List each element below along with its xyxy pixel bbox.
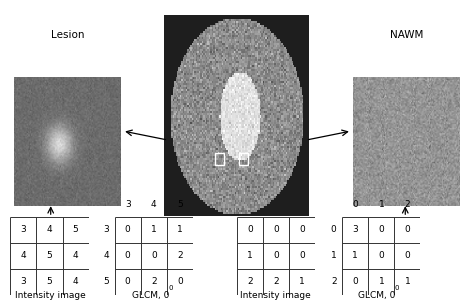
Text: 4: 4	[73, 251, 78, 260]
Text: 0: 0	[331, 225, 337, 234]
Text: 0: 0	[151, 251, 157, 260]
Text: 1: 1	[404, 277, 410, 286]
Text: 0: 0	[404, 225, 410, 234]
Text: 5: 5	[46, 251, 53, 260]
Text: 1: 1	[299, 277, 305, 286]
Text: 5: 5	[73, 225, 79, 234]
Text: 5: 5	[46, 277, 53, 286]
Bar	[239, 152, 248, 164]
Text: 0: 0	[125, 277, 131, 286]
Text: 1: 1	[378, 277, 384, 286]
Text: 4: 4	[73, 277, 78, 286]
Text: 4: 4	[151, 200, 156, 209]
Text: Intensity image: Intensity image	[15, 290, 86, 300]
Text: 2: 2	[177, 251, 182, 260]
Text: 0: 0	[352, 277, 358, 286]
Text: 2: 2	[405, 200, 410, 209]
Text: 0: 0	[273, 225, 279, 234]
Bar	[215, 152, 224, 164]
Text: 1: 1	[331, 251, 337, 260]
Text: Lesion: Lesion	[51, 30, 84, 40]
Text: GLCM, 0: GLCM, 0	[358, 290, 395, 300]
Text: 0: 0	[125, 225, 131, 234]
Text: 4: 4	[103, 251, 109, 260]
Text: 3: 3	[103, 225, 109, 234]
Text: 0: 0	[352, 200, 358, 209]
Text: 2: 2	[151, 277, 156, 286]
Text: NAWM: NAWM	[390, 30, 423, 40]
Text: 0: 0	[273, 251, 279, 260]
Text: 5: 5	[103, 277, 109, 286]
Text: 0: 0	[378, 251, 384, 260]
Text: 1: 1	[247, 251, 253, 260]
Text: 1: 1	[378, 200, 384, 209]
Text: Intensity image: Intensity image	[240, 290, 311, 300]
Text: 0: 0	[125, 251, 131, 260]
Text: 0: 0	[247, 225, 253, 234]
Text: 1: 1	[177, 225, 183, 234]
Text: 4: 4	[21, 251, 26, 260]
Text: GLCM, 0: GLCM, 0	[132, 290, 169, 300]
Text: 0: 0	[299, 251, 305, 260]
Text: 3: 3	[20, 277, 27, 286]
Text: 2: 2	[331, 277, 337, 286]
Text: 5: 5	[177, 200, 183, 209]
Text: 0: 0	[169, 285, 173, 291]
Text: 2: 2	[247, 277, 253, 286]
Text: 3: 3	[125, 200, 131, 209]
Text: 4: 4	[47, 225, 52, 234]
Text: 0: 0	[177, 277, 183, 286]
Text: 1: 1	[151, 225, 157, 234]
Text: 3: 3	[352, 225, 358, 234]
Text: 0: 0	[299, 225, 305, 234]
Text: 2: 2	[273, 277, 279, 286]
Text: 0: 0	[404, 251, 410, 260]
Text: 3: 3	[20, 225, 27, 234]
Text: 0: 0	[378, 225, 384, 234]
Text: 1: 1	[352, 251, 358, 260]
Text: 0: 0	[395, 285, 399, 291]
